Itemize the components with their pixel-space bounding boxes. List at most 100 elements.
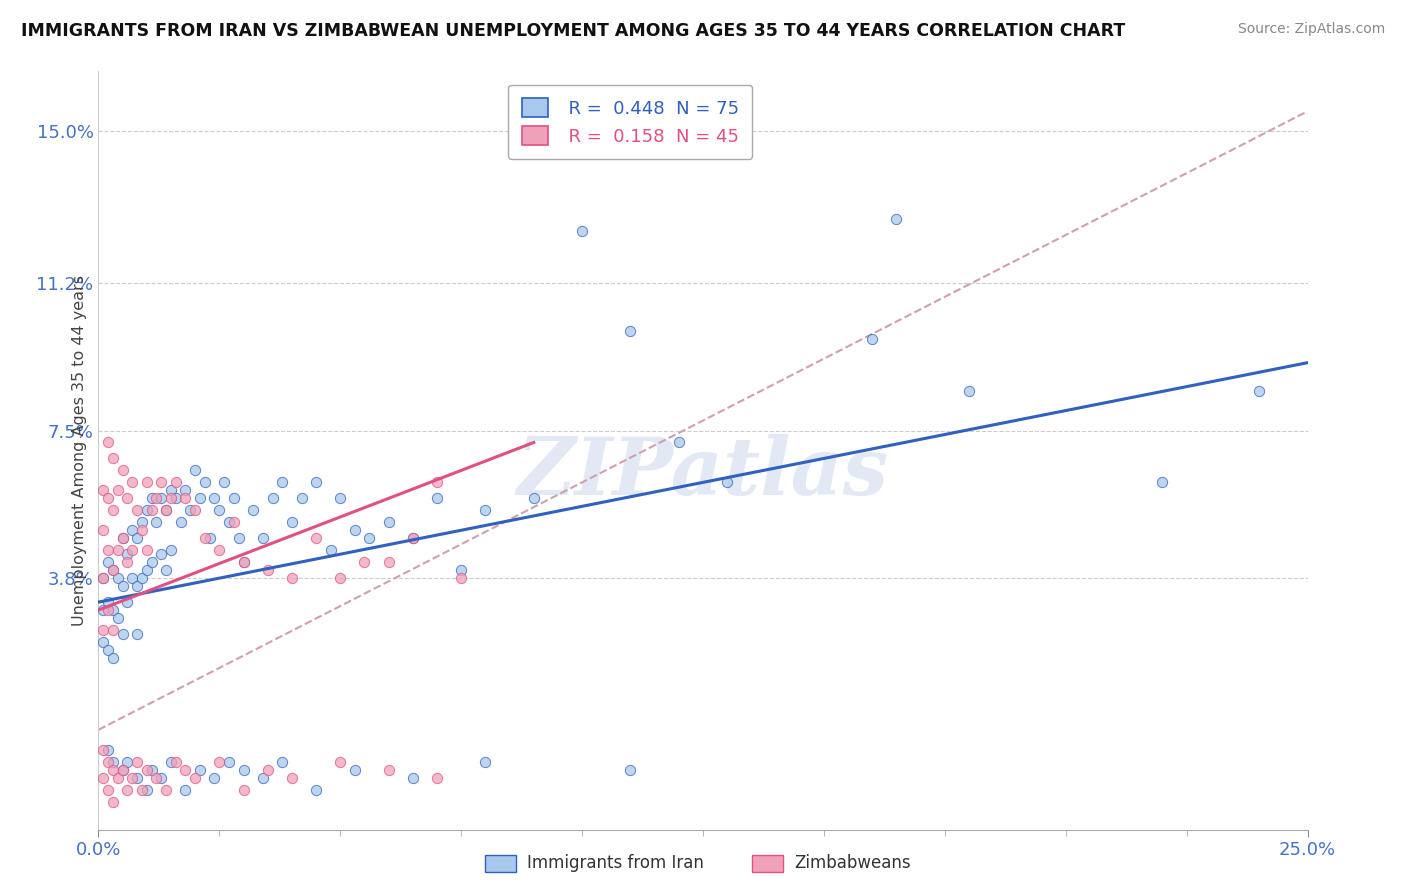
Point	[91, 483, 114, 498]
Point	[160, 755, 183, 769]
Point	[97, 595, 120, 609]
Point	[91, 571, 114, 585]
Point	[141, 555, 163, 569]
Point	[117, 782, 139, 797]
Point	[343, 523, 366, 537]
Point	[117, 547, 139, 561]
Point	[131, 571, 153, 585]
Point	[145, 516, 167, 530]
Point	[174, 483, 197, 498]
Point	[204, 771, 226, 785]
Point	[101, 623, 124, 637]
Point	[111, 531, 134, 545]
Point	[121, 571, 143, 585]
Point	[218, 755, 240, 769]
Point	[97, 755, 120, 769]
Point	[619, 324, 641, 338]
Point	[107, 543, 129, 558]
Point	[127, 627, 149, 641]
Point	[141, 503, 163, 517]
Point	[329, 571, 352, 585]
Point	[886, 212, 908, 227]
Point	[107, 771, 129, 785]
Point	[121, 771, 143, 785]
Point	[174, 491, 197, 506]
Point	[198, 531, 221, 545]
Point	[135, 543, 157, 558]
Point	[319, 543, 342, 558]
Point	[101, 503, 124, 517]
Point	[111, 763, 134, 777]
Point	[97, 782, 120, 797]
Point	[145, 771, 167, 785]
Point	[141, 491, 163, 506]
Point	[208, 543, 231, 558]
Point	[150, 475, 173, 490]
Point	[111, 531, 134, 545]
Point	[135, 475, 157, 490]
Point	[97, 643, 120, 657]
Point	[141, 763, 163, 777]
Point	[121, 543, 143, 558]
Point	[232, 763, 254, 777]
Point	[716, 475, 738, 490]
Point	[402, 531, 425, 545]
Point	[252, 771, 274, 785]
Point	[101, 755, 124, 769]
Point	[450, 563, 472, 577]
Point	[252, 531, 274, 545]
Point	[188, 763, 211, 777]
Point	[160, 543, 183, 558]
Point	[281, 516, 304, 530]
Point	[305, 475, 328, 490]
Point	[91, 743, 114, 757]
Point	[117, 555, 139, 569]
Point	[194, 475, 217, 490]
Text: Source: ZipAtlas.com: Source: ZipAtlas.com	[1237, 22, 1385, 37]
Point	[91, 635, 114, 649]
Point	[101, 563, 124, 577]
Point	[242, 503, 264, 517]
Point	[97, 555, 120, 569]
Point	[184, 503, 207, 517]
Legend:   R =  0.448  N = 75,   R =  0.158  N = 45: R = 0.448 N = 75, R = 0.158 N = 45	[509, 85, 752, 159]
Point	[169, 516, 191, 530]
Point	[91, 571, 114, 585]
Point	[150, 771, 173, 785]
Point	[121, 475, 143, 490]
Point	[165, 475, 187, 490]
Point	[281, 771, 304, 785]
Point	[188, 491, 211, 506]
Point	[111, 627, 134, 641]
Point	[228, 531, 250, 545]
Point	[402, 531, 425, 545]
Point	[127, 503, 149, 517]
Point	[101, 451, 124, 466]
Point	[127, 771, 149, 785]
Point	[150, 491, 173, 506]
Point	[117, 595, 139, 609]
Point	[155, 503, 177, 517]
Point	[474, 503, 496, 517]
Point	[523, 491, 546, 506]
Point	[305, 531, 328, 545]
Point	[218, 516, 240, 530]
Point	[256, 763, 278, 777]
Point	[232, 555, 254, 569]
Point	[174, 782, 197, 797]
Point	[91, 603, 114, 617]
Point	[222, 516, 245, 530]
Point	[232, 782, 254, 797]
Point	[165, 755, 187, 769]
Point	[117, 755, 139, 769]
Point	[165, 491, 187, 506]
Point	[232, 555, 254, 569]
Point	[111, 579, 134, 593]
Point	[155, 563, 177, 577]
Point	[91, 771, 114, 785]
Text: IMMIGRANTS FROM IRAN VS ZIMBABWEAN UNEMPLOYMENT AMONG AGES 35 TO 44 YEARS CORREL: IMMIGRANTS FROM IRAN VS ZIMBABWEAN UNEMP…	[21, 22, 1125, 40]
Point	[117, 491, 139, 506]
Point	[111, 763, 134, 777]
Point	[290, 491, 312, 506]
Point	[256, 563, 278, 577]
